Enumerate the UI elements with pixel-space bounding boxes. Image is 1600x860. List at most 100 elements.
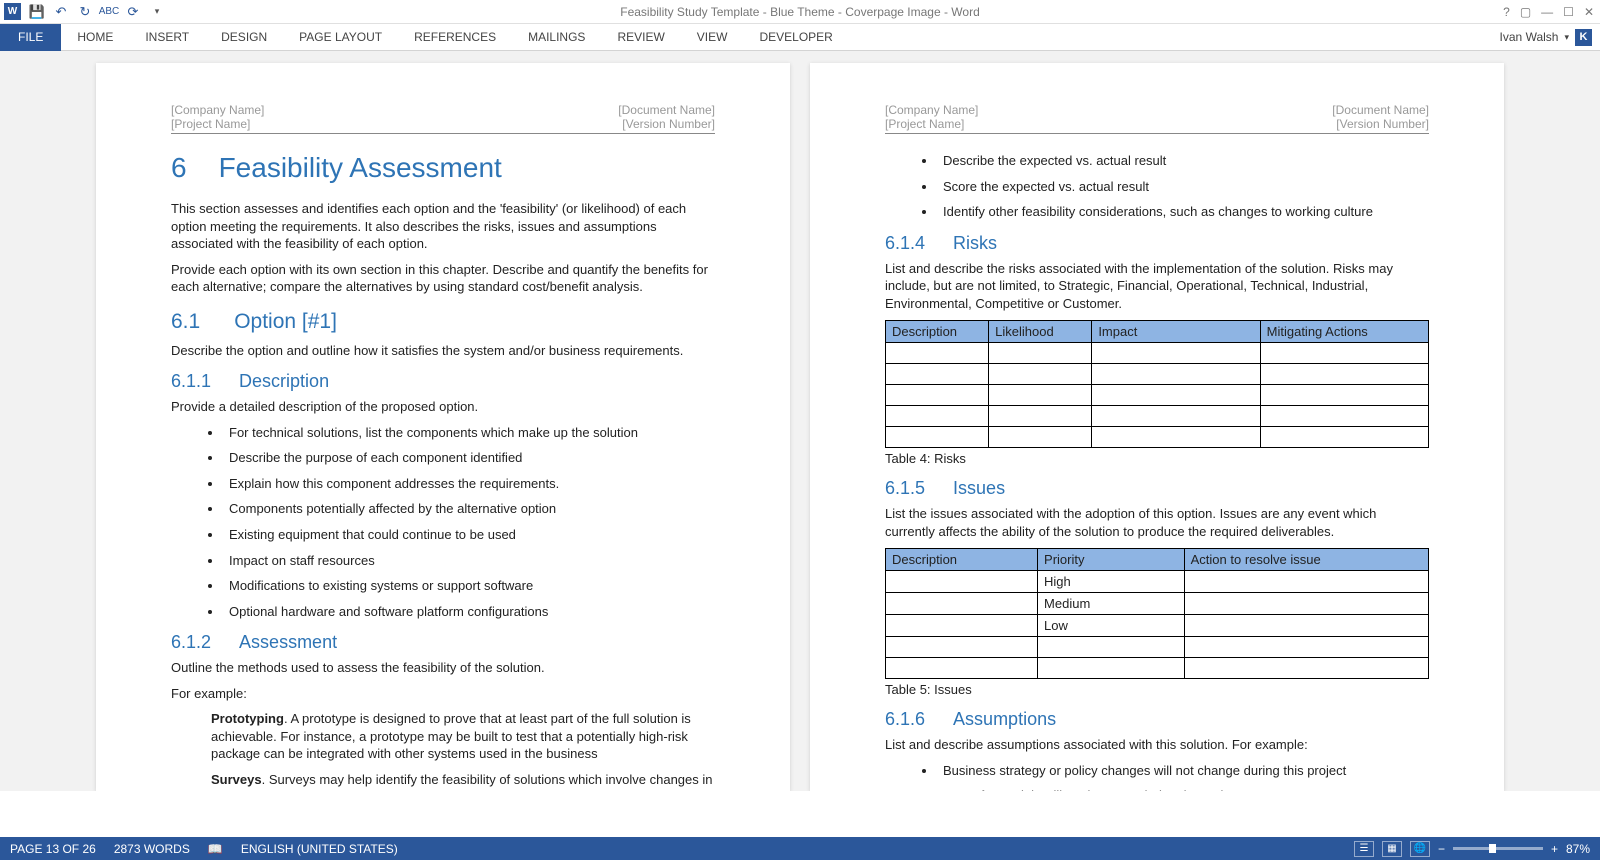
h3a-body: Provide a detailed description of the pr… <box>171 398 715 416</box>
quick-access-toolbar: W 💾 ↶ ↻ ABC ⟳ ▾ <box>0 3 165 20</box>
table-row <box>886 427 1429 448</box>
tab-review[interactable]: REVIEW <box>601 24 680 51</box>
status-left: PAGE 13 OF 26 2873 WORDS 📖 ENGLISH (UNIT… <box>10 842 398 856</box>
heading-3-assumptions: 6.1.6 Assumptions <box>885 709 1429 730</box>
tab-references[interactable]: REFERENCES <box>398 24 512 51</box>
tab-mailings[interactable]: MAILINGS <box>512 24 601 51</box>
tab-view[interactable]: VIEW <box>681 24 744 51</box>
for-example: For example: <box>171 685 715 703</box>
spellcheck-icon[interactable]: ABC <box>101 4 117 20</box>
undo-icon[interactable]: ↶ <box>53 4 69 20</box>
list-item: For technical solutions, list the compon… <box>223 424 715 442</box>
proto-text: . A prototype is designed to prove that … <box>211 711 691 761</box>
status-language[interactable]: ENGLISH (UNITED STATES) <box>241 842 398 856</box>
header-company: [Company Name] <box>171 103 264 117</box>
proto-label: Prototyping <box>211 711 284 726</box>
header-docname: [Document Name] <box>618 103 715 117</box>
h3c-number: 6.1.4 <box>885 233 925 254</box>
h3b-body: Outline the methods used to assess the f… <box>171 659 715 677</box>
ribbon-options-icon[interactable]: ▢ <box>1520 5 1531 19</box>
ribbon-tabs: FILE HOME INSERT DESIGN PAGE LAYOUT REFE… <box>0 24 1600 51</box>
qat-dropdown-icon[interactable]: ▾ <box>149 4 165 20</box>
h2-body: Describe the option and outline how it s… <box>171 342 715 360</box>
risks-caption: Table 4: Risks <box>885 451 1429 466</box>
list-item: Score the expected vs. actual result <box>937 178 1429 196</box>
heading-3-risks: 6.1.4 Risks <box>885 233 1429 254</box>
h3a-text: Description <box>239 371 329 392</box>
save-icon[interactable]: 💾 <box>29 4 45 20</box>
table-header-row: Description Priority Action to resolve i… <box>886 549 1429 571</box>
tab-insert[interactable]: INSERT <box>129 24 205 51</box>
header-version: [Version Number] <box>1332 117 1429 131</box>
page-left[interactable]: [Company Name] [Project Name] [Document … <box>96 63 790 791</box>
h3c-text: Risks <box>953 233 997 254</box>
status-page[interactable]: PAGE 13 OF 26 <box>10 842 96 856</box>
zoom-out-icon[interactable]: − <box>1438 842 1445 856</box>
description-bullets: For technical solutions, list the compon… <box>171 424 715 620</box>
document-area[interactable]: [Company Name] [Project Name] [Document … <box>0 51 1600 791</box>
table-row <box>886 637 1429 658</box>
close-icon[interactable]: ✕ <box>1584 5 1594 19</box>
table-row <box>886 406 1429 427</box>
redo-icon[interactable]: ↻ <box>77 4 93 20</box>
header-project: [Project Name] <box>885 117 978 131</box>
table-row: Medium <box>886 593 1429 615</box>
maximize-icon[interactable]: ☐ <box>1563 5 1574 19</box>
window-controls: ? ▢ — ☐ ✕ <box>1503 5 1594 19</box>
file-tab[interactable]: FILE <box>0 24 61 51</box>
proofing-icon[interactable]: 📖 <box>208 842 223 856</box>
zoom-level[interactable]: 87% <box>1566 842 1590 856</box>
tab-home[interactable]: HOME <box>61 24 129 51</box>
th-priority: Priority <box>1038 549 1185 571</box>
status-right: ☰ ▦ 🌐 − + 87% <box>1354 841 1590 857</box>
priority-low: Low <box>1038 615 1185 637</box>
zoom-slider[interactable] <box>1453 847 1543 850</box>
survey-label: Surveys <box>211 772 262 787</box>
user-dropdown-icon[interactable]: ▾ <box>1564 32 1569 43</box>
h3b-text: Assessment <box>239 632 337 653</box>
tab-developer[interactable]: DEVELOPER <box>743 24 848 51</box>
table-header-row: Description Likelihood Impact Mitigating… <box>886 321 1429 343</box>
zoom-in-icon[interactable]: + <box>1551 842 1558 856</box>
table-row <box>886 658 1429 679</box>
table-row: Low <box>886 615 1429 637</box>
list-item: Explain how this component addresses the… <box>223 475 715 493</box>
list-item: Cost of materials will not increase duri… <box>937 787 1429 791</box>
list-item: Describe the expected vs. actual result <box>937 152 1429 170</box>
zoom-thumb[interactable] <box>1489 844 1496 853</box>
tab-page-layout[interactable]: PAGE LAYOUT <box>283 24 398 51</box>
list-item: Optional hardware and software platform … <box>223 603 715 621</box>
heading-2: 6.1 Option [#1] <box>171 310 715 334</box>
h2-text: Option [#1] <box>234 310 337 334</box>
assumption-bullets: Business strategy or policy changes will… <box>885 762 1429 791</box>
list-item: Modifications to existing systems or sup… <box>223 577 715 595</box>
refresh-icon[interactable]: ⟳ <box>125 4 141 20</box>
h3b-number: 6.1.2 <box>171 632 211 653</box>
page-right[interactable]: [Company Name] [Project Name] [Document … <box>810 63 1504 791</box>
tab-design[interactable]: DESIGN <box>205 24 283 51</box>
h3c-body: List and describe the risks associated w… <box>885 260 1429 313</box>
h1-number: 6 <box>171 152 187 184</box>
h3e-number: 6.1.6 <box>885 709 925 730</box>
table-row <box>886 385 1429 406</box>
minimize-icon[interactable]: — <box>1541 5 1553 19</box>
header-project: [Project Name] <box>171 117 264 131</box>
print-layout-icon[interactable]: ▦ <box>1382 841 1402 857</box>
user-badge: K <box>1575 29 1592 46</box>
status-words[interactable]: 2873 WORDS <box>114 842 190 856</box>
header-company: [Company Name] <box>885 103 978 117</box>
status-bar: PAGE 13 OF 26 2873 WORDS 📖 ENGLISH (UNIT… <box>0 837 1600 860</box>
h3d-body: List the issues associated with the adop… <box>885 505 1429 540</box>
prototyping-para: Prototyping. A prototype is designed to … <box>211 710 715 763</box>
th-mitigating: Mitigating Actions <box>1260 321 1428 343</box>
intro-para-2: Provide each option with its own section… <box>171 261 715 296</box>
intro-para-1: This section assesses and identifies eac… <box>171 200 715 253</box>
word-icon[interactable]: W <box>4 3 21 20</box>
web-layout-icon[interactable]: 🌐 <box>1410 841 1430 857</box>
title-bar: W 💾 ↶ ↻ ABC ⟳ ▾ Feasibility Study Templa… <box>0 0 1600 24</box>
h3e-text: Assumptions <box>953 709 1056 730</box>
help-icon[interactable]: ? <box>1503 5 1510 19</box>
user-area[interactable]: Ivan Walsh ▾ K <box>1500 29 1592 46</box>
read-mode-icon[interactable]: ☰ <box>1354 841 1374 857</box>
heading-3-description: 6.1.1 Description <box>171 371 715 392</box>
